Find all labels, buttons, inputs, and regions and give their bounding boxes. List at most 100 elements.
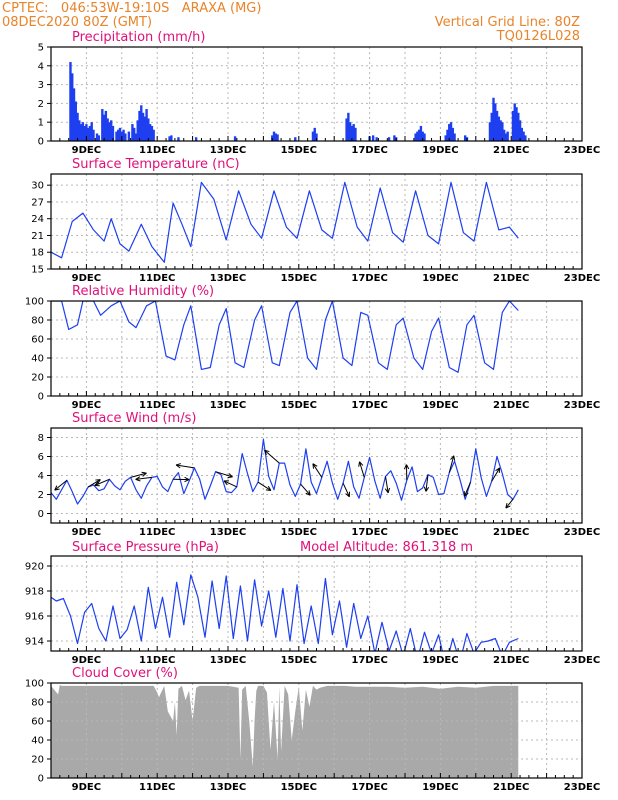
wind-arrowhead	[175, 463, 181, 466]
precip-bar	[92, 129, 95, 141]
precip-bar	[152, 129, 155, 141]
x-tick-label: 19DEC	[422, 400, 458, 411]
wind-arrowhead	[228, 473, 233, 478]
wind-arrow	[175, 464, 195, 469]
y-tick-label: 20	[31, 373, 44, 384]
precip-bar	[71, 73, 74, 141]
precip-bar	[488, 122, 492, 141]
wind-arrowhead	[175, 464, 181, 469]
precip-bar	[124, 133, 127, 141]
wind-arrowhead	[265, 489, 271, 491]
precip-bar	[90, 122, 93, 141]
x-tick-label: 23DEC	[564, 273, 600, 284]
wind-arrow	[425, 474, 429, 492]
precip-bar	[145, 109, 148, 141]
cloud-cover-area	[51, 684, 519, 778]
precip-bar	[143, 116, 147, 141]
precip-bar	[117, 129, 120, 141]
precip-bar	[76, 112, 79, 141]
wind-arrow	[385, 476, 389, 493]
wind-arrowhead	[54, 485, 58, 491]
y-tick-label: 916	[25, 612, 44, 623]
wind-arrowhead	[184, 476, 190, 481]
precip-bar	[69, 62, 72, 141]
wind-arrow	[130, 472, 147, 478]
x-tick-label: 17DEC	[351, 273, 387, 284]
wind-arrow	[491, 467, 501, 482]
precip-bar	[446, 129, 449, 141]
wind-arrow	[448, 455, 455, 473]
x-tick-label: 13DEC	[210, 655, 246, 666]
precip-bar	[131, 124, 134, 141]
precip-bar	[371, 135, 375, 141]
precip-bar	[444, 135, 447, 141]
y-tick-label: 5	[38, 43, 44, 54]
precip-bar	[347, 112, 350, 141]
precip-bar	[524, 135, 527, 141]
y-tick-label: 6	[38, 452, 44, 463]
wind-title: Surface Wind (m/s)	[72, 411, 196, 426]
precip-bar	[423, 133, 426, 141]
precip-bar	[136, 120, 139, 141]
precip-bar	[504, 133, 508, 141]
precip-bar	[311, 131, 315, 141]
y-tick-label: 100	[25, 679, 44, 690]
precip-bar	[85, 124, 88, 141]
pressure-line	[51, 574, 519, 651]
wind-arrowhead	[423, 486, 427, 492]
precip-bar	[421, 131, 424, 141]
x-tick-label: 9DEC	[72, 273, 101, 284]
wind-arrow	[215, 471, 233, 478]
precip-bar	[345, 118, 348, 141]
wind-arrowhead	[94, 481, 99, 486]
y-tick-label: 60	[31, 335, 44, 346]
precip-bar	[150, 125, 154, 141]
cloud-title: Cloud Cover (%)	[72, 666, 178, 681]
x-tick-label: 15DEC	[281, 400, 317, 411]
x-tick-label: 21DEC	[493, 145, 529, 156]
precip-bar	[141, 112, 145, 141]
precip-bar	[495, 110, 499, 141]
x-tick-label: 19DEC	[422, 782, 458, 793]
y-tick-label: 2	[38, 490, 44, 501]
x-tick-label: 15DEC	[281, 145, 317, 156]
y-tick-label: 8	[38, 433, 44, 444]
wind-arrow	[359, 461, 365, 478]
wind-arrowhead	[505, 505, 511, 509]
wind-arrowhead	[227, 476, 233, 479]
x-tick-label: 19DEC	[422, 145, 458, 156]
wind-arrowhead	[135, 478, 141, 482]
y-tick-label: 0	[38, 137, 44, 148]
y-tick-label: 0	[38, 509, 44, 520]
x-tick-label: 17DEC	[351, 782, 387, 793]
precip-bar	[448, 124, 451, 141]
y-tick-label: 918	[25, 587, 44, 598]
y-tick-label: 80	[31, 698, 44, 709]
wind-arrowhead	[495, 467, 500, 472]
precip-bar	[147, 118, 150, 141]
precip-bar	[492, 97, 495, 141]
precip-bar	[86, 127, 90, 141]
wind-arrowhead	[264, 449, 270, 453]
precip-bar	[522, 131, 525, 141]
x-tick-label: 17DEC	[351, 655, 387, 666]
precip-bar	[393, 135, 396, 141]
precip-bar	[511, 110, 515, 141]
x-tick-label: 15DEC	[281, 655, 317, 666]
precip-bar	[502, 129, 506, 141]
precip-bar	[517, 112, 520, 141]
precip-bar	[233, 136, 237, 141]
x-tick-label: 11DEC	[139, 527, 175, 538]
precip-bar	[177, 137, 180, 141]
wind-arrow	[54, 479, 68, 491]
x-tick-label: 9DEC	[72, 782, 101, 793]
precip-bar	[387, 137, 391, 141]
y-tick-label: 20	[31, 755, 44, 766]
pressure-subtitle: Model Altitude: 861.318 m	[300, 540, 473, 555]
x-tick-label: 11DEC	[139, 145, 175, 156]
precip-bar	[78, 120, 81, 141]
precip-bar	[494, 103, 497, 141]
y-tick-label: 80	[31, 316, 44, 327]
wind-arrowhead	[264, 450, 267, 456]
x-tick-label: 23DEC	[564, 782, 600, 793]
